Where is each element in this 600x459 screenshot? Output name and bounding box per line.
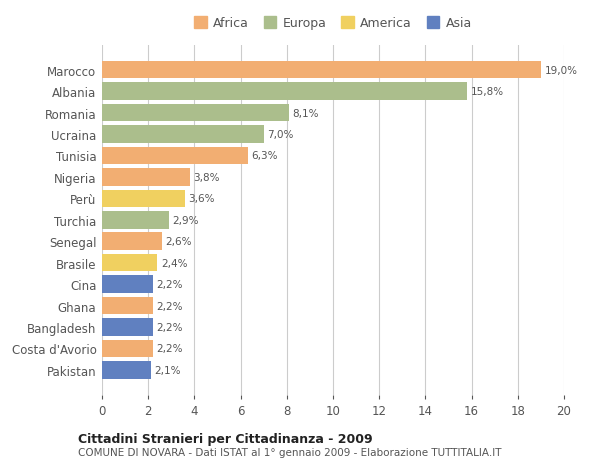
Bar [102,190,185,207]
Text: 3,6%: 3,6% [188,194,215,204]
Text: 2,6%: 2,6% [166,237,192,246]
Bar [102,340,153,358]
Legend: Africa, Europa, America, Asia: Africa, Europa, America, Asia [194,17,472,30]
Text: 15,8%: 15,8% [470,87,503,97]
Text: 2,2%: 2,2% [156,301,183,311]
Bar [102,254,157,272]
Bar [102,169,190,186]
Bar [102,297,153,315]
Text: 6,3%: 6,3% [251,151,277,161]
Text: 2,1%: 2,1% [154,365,181,375]
Text: 19,0%: 19,0% [544,66,577,76]
Bar [102,147,248,165]
Bar [102,83,467,101]
Text: 2,9%: 2,9% [172,215,199,225]
Bar [102,361,151,379]
Bar [102,212,169,229]
Text: Cittadini Stranieri per Cittadinanza - 2009: Cittadini Stranieri per Cittadinanza - 2… [78,432,373,445]
Text: 3,8%: 3,8% [193,173,220,183]
Bar [102,319,153,336]
Bar [102,62,541,79]
Text: 2,2%: 2,2% [156,322,183,332]
Text: 2,2%: 2,2% [156,344,183,354]
Text: 2,2%: 2,2% [156,280,183,290]
Bar [102,276,153,293]
Bar [102,126,264,144]
Text: 2,4%: 2,4% [161,258,187,268]
Text: COMUNE DI NOVARA - Dati ISTAT al 1° gennaio 2009 - Elaborazione TUTTITALIA.IT: COMUNE DI NOVARA - Dati ISTAT al 1° genn… [78,447,502,457]
Text: 7,0%: 7,0% [267,130,293,140]
Bar [102,233,162,251]
Bar [102,105,289,122]
Text: 8,1%: 8,1% [293,108,319,118]
